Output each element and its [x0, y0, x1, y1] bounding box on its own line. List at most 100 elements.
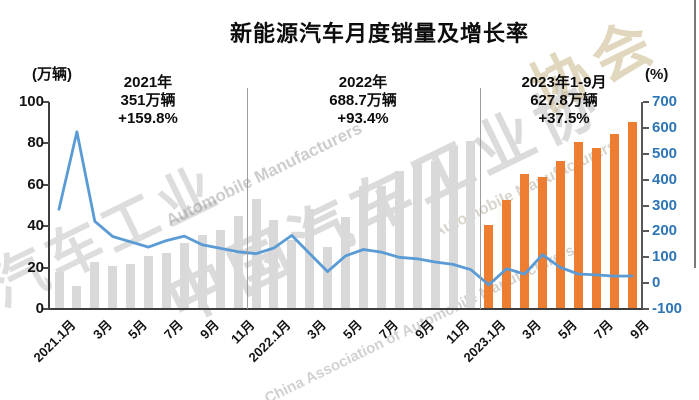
sales-bar: [54, 271, 64, 309]
section-annotation-2022: 2022年 688.7万辆 +93.4%: [329, 74, 397, 128]
left-axis-unit-label: (万辆): [32, 66, 72, 83]
x-axis-label: 9月: [411, 317, 437, 343]
sales-bar: [269, 219, 279, 309]
x-axis-label: 3月: [89, 317, 115, 343]
right-axis-tick: [643, 308, 649, 310]
right-axis-tick-label: 200: [652, 222, 678, 240]
divider-2021-2022: [247, 88, 248, 309]
sales-bar: [591, 147, 601, 309]
right-axis-tick-label: 100: [652, 248, 678, 266]
divider-2022-2023: [480, 88, 481, 309]
sales-bar: [376, 186, 386, 309]
sales-bar: [448, 146, 458, 309]
sales-bar: [144, 256, 153, 309]
sales-bar: [502, 200, 512, 309]
left-axis-line: [48, 102, 50, 310]
x-axis-label: 9月: [197, 317, 222, 343]
right-axis-tick-label: 300: [652, 196, 678, 214]
sales-bar: [161, 252, 171, 309]
right-axis-tick: [643, 256, 649, 259]
sales-bar: [484, 224, 494, 309]
sales-bar: [215, 229, 225, 309]
sales-bar: [305, 208, 315, 309]
x-axis-label: 5月: [340, 317, 366, 343]
x-axis-label: 3月: [304, 317, 330, 343]
x-axis-label: 5月: [555, 317, 581, 343]
sales-bar: [72, 286, 82, 309]
sales-bar: [108, 266, 118, 309]
screen-edge-line: [694, 0, 696, 268]
right-axis-line: [641, 102, 643, 309]
right-axis-tick: [643, 230, 649, 233]
x-axis-label: 3月: [519, 317, 545, 343]
growth-line-layer: [57, 130, 634, 287]
right-axis-tick-label: 500: [652, 144, 678, 162]
left-axis-tick-label: 40: [27, 217, 44, 235]
right-axis-tick: [643, 204, 649, 207]
right-axis-tick-label: 0: [652, 274, 661, 292]
section-growth: +37.5%: [538, 110, 590, 127]
chart-title: 新能源汽车月度销量及增长率: [229, 21, 529, 46]
x-axis-label: 5月: [125, 317, 151, 343]
right-axis-tick: [643, 152, 649, 155]
sales-bar: [627, 121, 637, 309]
left-axis-tick: [43, 266, 49, 269]
sales-bar: [466, 140, 476, 309]
sales-bar: [394, 171, 404, 309]
right-axis-tick: [643, 178, 649, 181]
sales-bar: [197, 235, 207, 309]
section-year: 2023年1-9月: [521, 74, 607, 91]
section-year: 2022年: [338, 74, 388, 91]
section-growth: +159.8%: [118, 110, 178, 127]
sales-bar: [179, 242, 189, 309]
section-annotation-2021: 2021年 351万辆 +159.8%: [118, 74, 178, 128]
section-total: 688.7万辆: [329, 92, 397, 109]
sales-bar: [520, 173, 530, 309]
section-growth: +93.4%: [337, 110, 389, 127]
right-axis-unit-label: (%): [645, 66, 669, 83]
bottom-axis-line: [48, 308, 643, 310]
left-axis-tick-label: 0: [35, 300, 44, 317]
x-axis-label: 2021.1月: [30, 317, 79, 366]
sales-bar: [430, 161, 440, 309]
left-axis-tick: [43, 308, 49, 310]
right-axis-tick: [643, 126, 649, 129]
section-annotation-2023: 2023年1-9月 627.8万辆 +37.5%: [521, 74, 606, 128]
x-axis-label: 7月: [161, 317, 187, 343]
sales-bar: [609, 133, 619, 309]
section-total: 351万辆: [120, 92, 176, 109]
right-axis-tick-label: -100: [652, 300, 683, 317]
sales-bar: [90, 262, 100, 309]
left-axis-tick: [43, 183, 49, 186]
sales-bar: [412, 162, 422, 309]
right-axis-tick-label: 400: [652, 170, 678, 188]
left-axis-tick-label: 60: [27, 175, 44, 193]
sales-bar: [233, 215, 243, 309]
sales-bar: [287, 239, 297, 309]
left-axis-tick: [43, 142, 49, 145]
right-axis-tick: [643, 282, 649, 285]
x-axis-label: 7月: [376, 317, 402, 343]
left-axis-tick-label: 100: [18, 93, 44, 110]
left-axis-tick-label: 20: [27, 258, 44, 276]
sales-bar: [126, 264, 136, 309]
left-axis-tick: [43, 225, 49, 228]
sales-bar: [555, 160, 565, 309]
right-axis-tick-label: 600: [652, 118, 678, 136]
x-axis-label: 9月: [626, 317, 652, 343]
sales-bar: [538, 177, 547, 309]
sales-bar: [341, 216, 350, 309]
left-axis-tick: [43, 101, 49, 103]
growth-rate-line: [57, 130, 634, 287]
sales-bar: [358, 185, 368, 309]
left-axis-tick-label: 80: [27, 134, 44, 152]
right-axis-tick-label: 700: [652, 93, 678, 110]
section-total: 627.8万辆: [530, 92, 598, 109]
section-year: 2021年: [123, 74, 173, 91]
x-axis-label: 7月: [591, 317, 616, 343]
sales-bar: [573, 142, 583, 309]
plot-area: [50, 102, 641, 309]
sales-bar: [323, 247, 333, 309]
right-axis-tick: [643, 101, 649, 103]
